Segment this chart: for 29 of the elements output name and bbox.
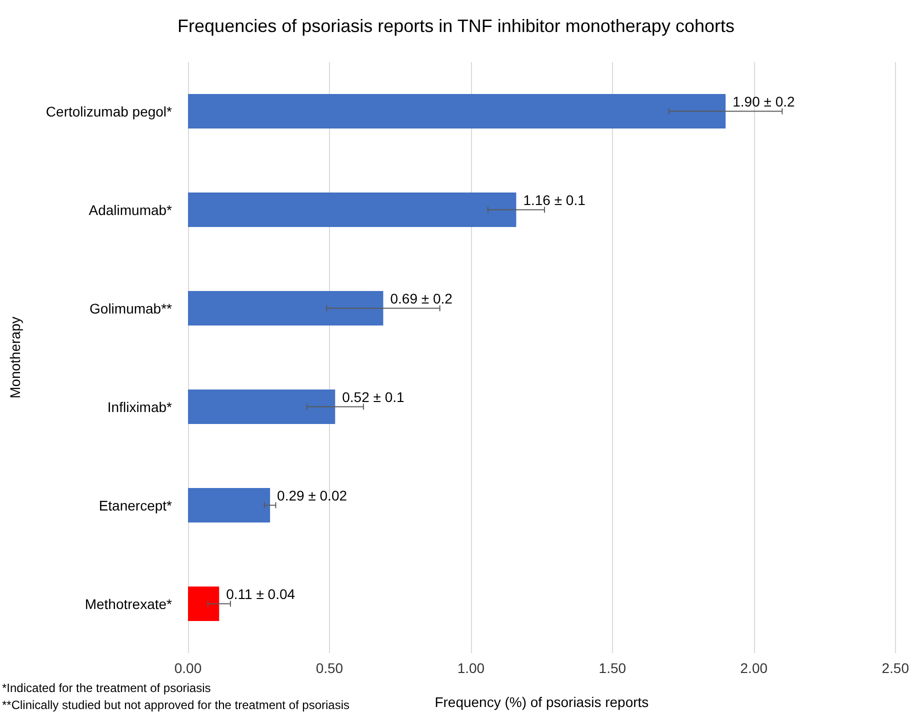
y-tick-label: Golimumab**: [90, 300, 173, 316]
data-label: 0.69 ± 0.2: [390, 290, 453, 306]
x-tick-label: 1.00: [457, 660, 485, 676]
x-tick-label: 2.00: [740, 660, 768, 676]
y-tick-label: Adalimumab*: [88, 202, 173, 218]
data-label: 1.16 ± 0.1: [523, 192, 586, 208]
bar: [188, 94, 726, 128]
chart-title: Frequencies of psoriasis reports in TNF inhibitor monotherapy cohorts: [178, 16, 734, 36]
data-label: 0.11 ± 0.04: [226, 586, 296, 602]
y-tick-label: Infliximab*: [107, 398, 173, 415]
data-label: 0.29 ± 0.02: [277, 487, 348, 504]
bar: [188, 586, 220, 621]
x-tick-label: 1.50: [598, 660, 626, 676]
y-tick-label: Etanercept*: [98, 497, 173, 514]
y-tick-label: Certolizumab pegol*: [46, 103, 173, 120]
bar: [188, 291, 384, 326]
bar: [188, 192, 516, 227]
x-axis-title: Frequency (%) of psoriasis reports: [434, 694, 649, 710]
data-label: 1.90 ± 0.2: [732, 93, 795, 110]
y-axis-title: Monotherapy: [7, 316, 23, 398]
bar: [188, 488, 270, 522]
text: **Clinically studied but not approved for the treatment of psoriasis: [2, 698, 350, 712]
data-label: 0.52 ± 0.1: [342, 388, 405, 405]
y-tick-label: Methotrexate*: [84, 596, 173, 612]
bar: [188, 390, 336, 424]
x-tick-label: 2.50: [882, 660, 910, 676]
x-tick-label: 0.00: [174, 660, 202, 676]
x-tick-label: 0.50: [316, 660, 344, 676]
text: *Indicated for the treatment of psoriasis: [2, 681, 211, 695]
